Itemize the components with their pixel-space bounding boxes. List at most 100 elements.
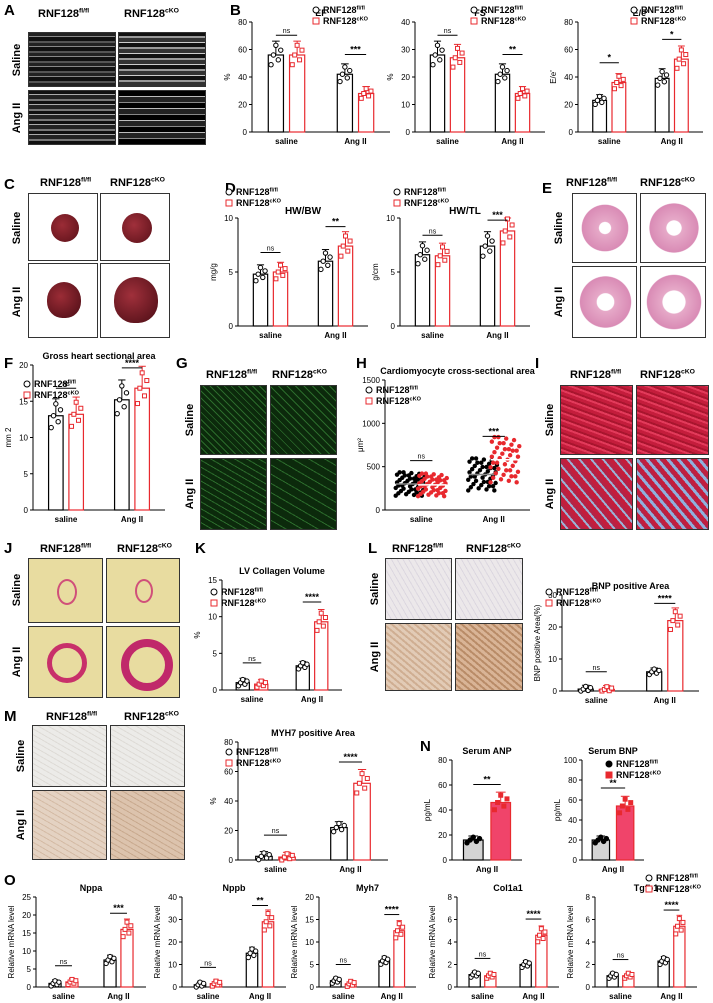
data-point-f <box>50 413 57 419</box>
sig-label-f: **** <box>125 358 140 368</box>
sig-label-d2: ns <box>429 228 437 235</box>
data-point-m <box>338 826 345 833</box>
scatter-point-h <box>514 448 519 453</box>
data-point-d2 <box>509 222 515 228</box>
scatter-point-h <box>484 464 489 470</box>
legend-marker-b2 <box>470 17 478 25</box>
y-tick-label-b2: 40 <box>401 18 410 27</box>
sig-label-o3: **** <box>385 905 400 915</box>
row-label-saline-g: Saline <box>184 404 196 436</box>
data-point-o3 <box>398 931 404 937</box>
data-point-l <box>651 666 657 672</box>
chart-title-n1: Serum ANP <box>462 746 511 756</box>
data-point-b1 <box>339 71 346 77</box>
data-point-b3 <box>678 47 684 53</box>
sig-label-b2: ** <box>509 44 517 54</box>
y-tick-label-n1: 20 <box>438 831 447 840</box>
data-point-f <box>144 378 150 384</box>
data-point-b3 <box>618 83 624 89</box>
data-point-d2 <box>484 233 491 239</box>
y-tick-label-o3: 10 <box>305 938 314 947</box>
row-label-ang-e: Ang II <box>553 287 565 318</box>
column-header-cko-a: RNF128cKO <box>124 8 180 20</box>
data-point-o5 <box>680 919 686 925</box>
y-tick-label-n2: 20 <box>568 836 577 845</box>
scatter-point-h <box>484 487 489 492</box>
scatter-point-h <box>414 490 419 495</box>
scatter-point-h <box>467 470 472 475</box>
data-point-d1 <box>260 274 266 281</box>
data-point-o2 <box>263 919 269 925</box>
scatter-point-h <box>480 475 485 480</box>
y-tick-label-b2: 0 <box>406 128 411 137</box>
masson-image-cko-saline <box>636 385 709 455</box>
y-tick-label-b1: 20 <box>238 101 247 110</box>
data-point-b3 <box>601 95 607 102</box>
data-point-o1 <box>124 919 130 925</box>
sig-label-d1: ns <box>267 246 275 253</box>
data-point-f <box>121 404 127 410</box>
myh7-ihc-cko-saline <box>110 725 185 787</box>
chart-title-n2: Serum BNP <box>588 746 638 756</box>
x-tick-label-h: saline <box>410 515 433 524</box>
y-tick-label-f: 0 <box>24 506 29 515</box>
row-label-saline-a: Saline <box>11 44 23 76</box>
x-tick-label-d1: saline <box>259 331 282 340</box>
data-point-l <box>670 618 676 624</box>
legend-label-d2: RNF128fl/fl <box>404 187 446 197</box>
chart-title-b2: FS <box>474 8 486 18</box>
chart-title-d1: HW/BW <box>285 206 322 217</box>
scatter-point-h <box>486 483 492 489</box>
data-point-m <box>356 780 362 786</box>
data-point-b1 <box>268 62 274 68</box>
echo-image-cko-ang <box>118 90 206 145</box>
data-point-n1 <box>476 835 483 842</box>
y-tick-label-k: 10 <box>208 613 217 622</box>
x-tick-label-o2: Ang II <box>249 992 271 1001</box>
he-section-cko-saline <box>640 193 706 263</box>
data-point-l <box>667 626 673 632</box>
data-point-l <box>587 685 594 691</box>
y-tick-label-o5: 2 <box>586 961 591 970</box>
data-point-b1 <box>278 47 284 53</box>
y-tick-label-f: 5 <box>24 470 29 479</box>
data-point-b2 <box>522 93 528 99</box>
y-tick-label-o4: 4 <box>448 938 453 947</box>
x-tick-label-l: saline <box>585 696 608 705</box>
x-tick-label-b2: saline <box>436 137 459 146</box>
heart-photo-fl-saline <box>28 193 98 261</box>
legend-label-b2: RNF128cKO <box>481 16 527 26</box>
data-point-o5 <box>613 971 619 978</box>
data-point-o3 <box>336 976 342 983</box>
y-tick-label-d2: 5 <box>391 268 396 277</box>
y-tick-label-l: 20 <box>548 623 557 632</box>
x-tick-label-o3: Ang II <box>381 992 403 1001</box>
data-point-o2 <box>269 915 275 921</box>
data-point-o5 <box>629 971 635 977</box>
data-point-d1 <box>347 238 353 244</box>
x-tick-label-o2: saline <box>197 992 220 1001</box>
chart-title-b3: E/e' <box>633 8 649 18</box>
data-point-d2 <box>442 257 448 263</box>
masson-image-fl-ang <box>560 458 633 530</box>
data-point-b3 <box>661 79 668 85</box>
y-axis-label-m: % <box>209 797 218 804</box>
data-point-d1 <box>338 253 344 259</box>
data-point-b2 <box>499 64 506 70</box>
legend-label-b2: RNF128fl/fl <box>481 5 523 15</box>
scatter-point-h <box>515 469 521 474</box>
data-point-o2 <box>265 911 271 917</box>
data-point-f <box>116 397 123 403</box>
data-point-k <box>258 678 264 684</box>
y-axis-label-d2: g/cm <box>371 263 380 281</box>
data-point-n2 <box>622 796 628 802</box>
y-tick-label-o5: 0 <box>586 983 591 992</box>
legend-marker-h <box>365 397 373 405</box>
scatter-point-h <box>492 488 497 493</box>
data-point-d1 <box>278 262 284 268</box>
data-point-b2 <box>450 64 456 70</box>
scatter-point-h <box>431 472 436 477</box>
bnp-ihc-cko-ang <box>455 623 523 691</box>
data-point-b2 <box>434 42 441 48</box>
y-tick-label-m: 40 <box>224 797 233 806</box>
